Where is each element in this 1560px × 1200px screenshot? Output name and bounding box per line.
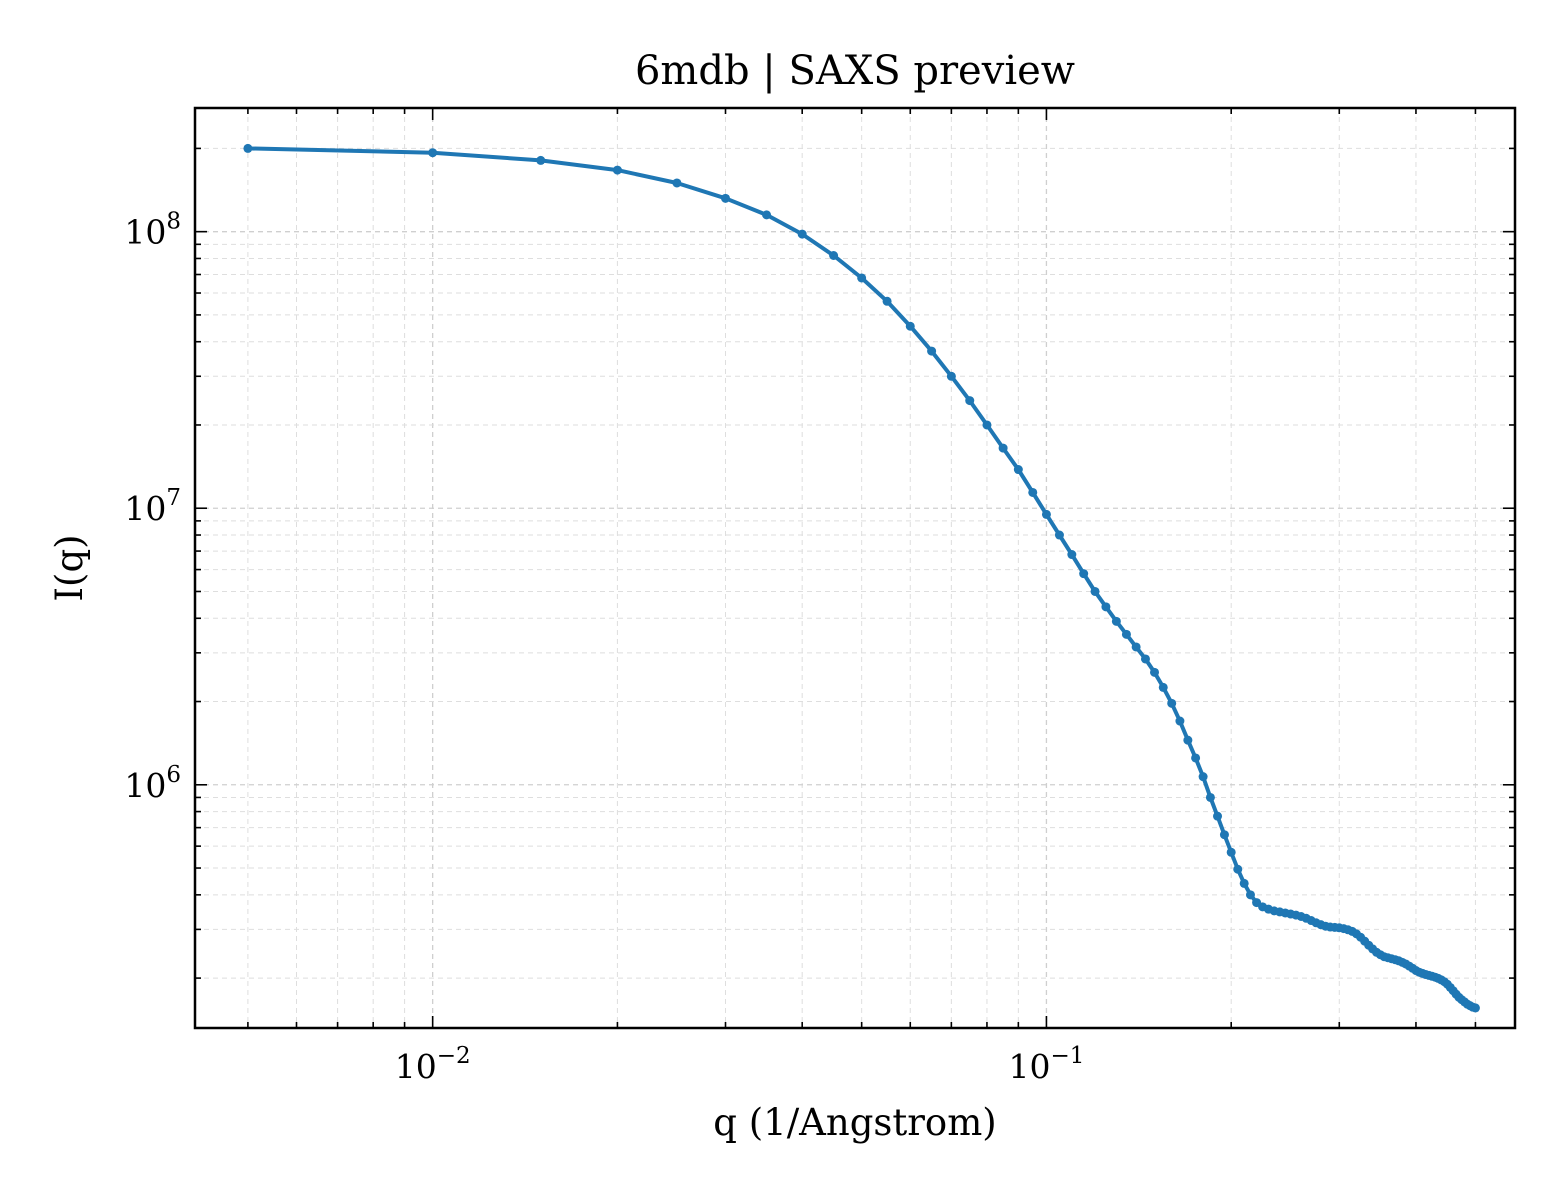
data-point (1167, 698, 1177, 708)
series-layer (243, 143, 1480, 1013)
data-point (1226, 847, 1236, 857)
data-point (1111, 616, 1121, 626)
x-tick-label: 10−2 (395, 1043, 471, 1086)
data-point (965, 396, 975, 406)
data-point (1079, 569, 1089, 579)
data-point (797, 229, 807, 239)
data-point (1090, 586, 1100, 596)
grid-lines (195, 108, 1515, 1028)
data-point (1041, 509, 1051, 519)
data-point (1101, 602, 1111, 612)
data-point (1121, 629, 1131, 639)
data-point (536, 155, 546, 165)
y-axis-label: I(q) (48, 534, 91, 601)
data-point (612, 165, 622, 175)
data-point (1131, 642, 1141, 652)
data-point (1140, 654, 1150, 664)
data-point (1158, 682, 1168, 692)
data-point (1028, 487, 1038, 497)
data-point (243, 143, 253, 153)
data-point (1198, 772, 1208, 782)
tick-labels: 10−2 10−1 106 107 108 (124, 209, 1084, 1086)
data-point (1245, 890, 1255, 900)
data-point (1013, 465, 1023, 475)
data-point (1233, 864, 1243, 874)
x-tick-label: 10−1 (1008, 1043, 1084, 1086)
chart-title: 6mdb | SAXS preview (635, 48, 1075, 94)
data-point (721, 193, 731, 203)
data-point (428, 148, 438, 158)
x-axis-label: q (1/Angstrom) (713, 1101, 996, 1144)
data-point (1067, 550, 1077, 560)
data-point (1054, 530, 1064, 540)
data-point (857, 273, 867, 283)
y-tick-label: 106 (124, 762, 181, 805)
data-point (1205, 792, 1215, 802)
data-point (1213, 811, 1223, 821)
data-point (672, 178, 682, 188)
data-point (982, 420, 992, 430)
data-point (829, 251, 839, 261)
data-point (1150, 667, 1160, 677)
data-point (1183, 735, 1193, 745)
data-point (1175, 716, 1185, 726)
plot-frame (193, 106, 1517, 1030)
data-point (927, 346, 937, 356)
data-point (1219, 830, 1229, 840)
data-point (998, 443, 1008, 453)
data-point (1191, 753, 1201, 763)
data-point (905, 321, 915, 331)
data-point (762, 210, 772, 220)
y-tick-label: 107 (124, 485, 181, 528)
data-point (946, 371, 956, 381)
data-point (1239, 878, 1249, 888)
data-point (1470, 1003, 1480, 1013)
y-tick-label: 108 (124, 209, 181, 252)
data-point (882, 296, 892, 306)
